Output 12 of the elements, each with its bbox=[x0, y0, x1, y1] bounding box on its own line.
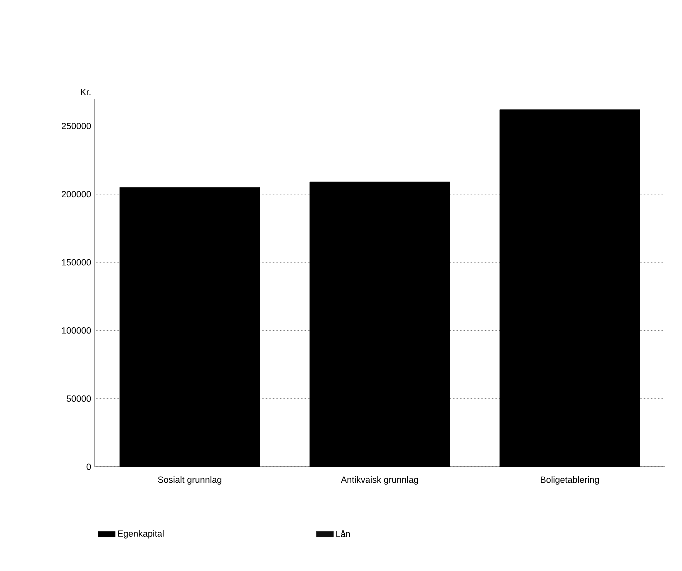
y-tick-label: 100000 bbox=[62, 328, 92, 334]
y-tick-label: 250000 bbox=[62, 123, 92, 130]
x-tick-label: Sosialt grunnlag bbox=[158, 476, 222, 485]
legend-label: Lån bbox=[336, 530, 350, 538]
y-tick-label: 50000 bbox=[66, 396, 92, 402]
legend-label: Egenkapital bbox=[118, 530, 164, 539]
y-axis-title: Kr. bbox=[81, 89, 91, 96]
x-tick-label: Boligetablering bbox=[541, 476, 600, 485]
x-tick-label: Antikvaisk grunnlag bbox=[341, 476, 418, 485]
y-tick-label: 0 bbox=[86, 464, 92, 470]
y-tick-label: 200000 bbox=[62, 191, 92, 198]
y-tick-label: 150000 bbox=[62, 259, 92, 266]
